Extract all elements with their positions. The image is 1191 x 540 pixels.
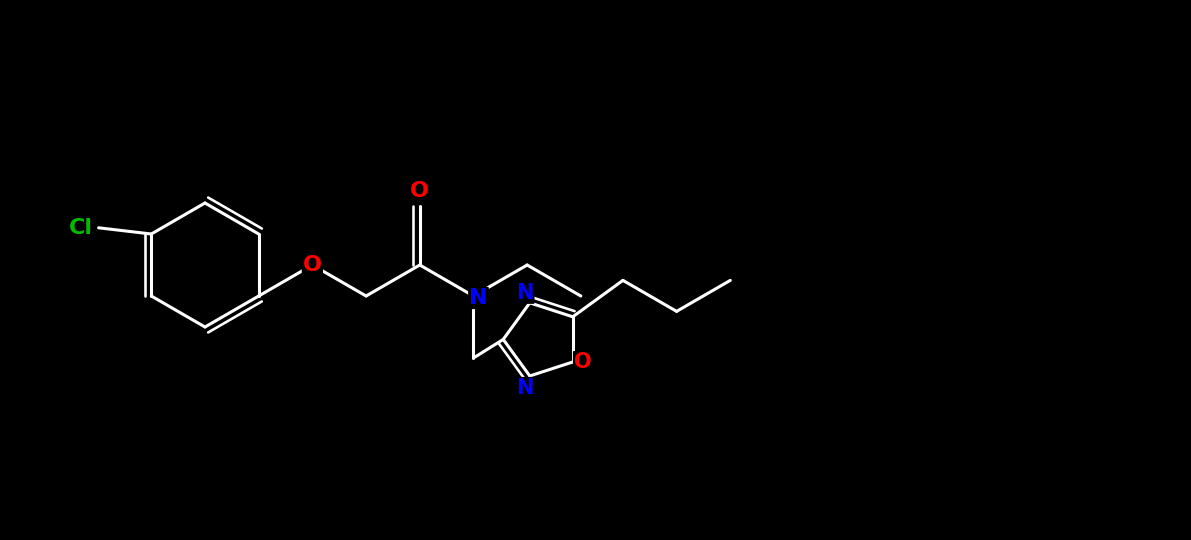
Text: O: O	[410, 181, 429, 201]
Text: N: N	[516, 378, 534, 398]
Text: Cl: Cl	[69, 218, 93, 238]
Text: O: O	[574, 352, 592, 372]
Text: N: N	[469, 288, 488, 308]
Text: O: O	[303, 255, 322, 275]
Text: N: N	[516, 283, 534, 303]
